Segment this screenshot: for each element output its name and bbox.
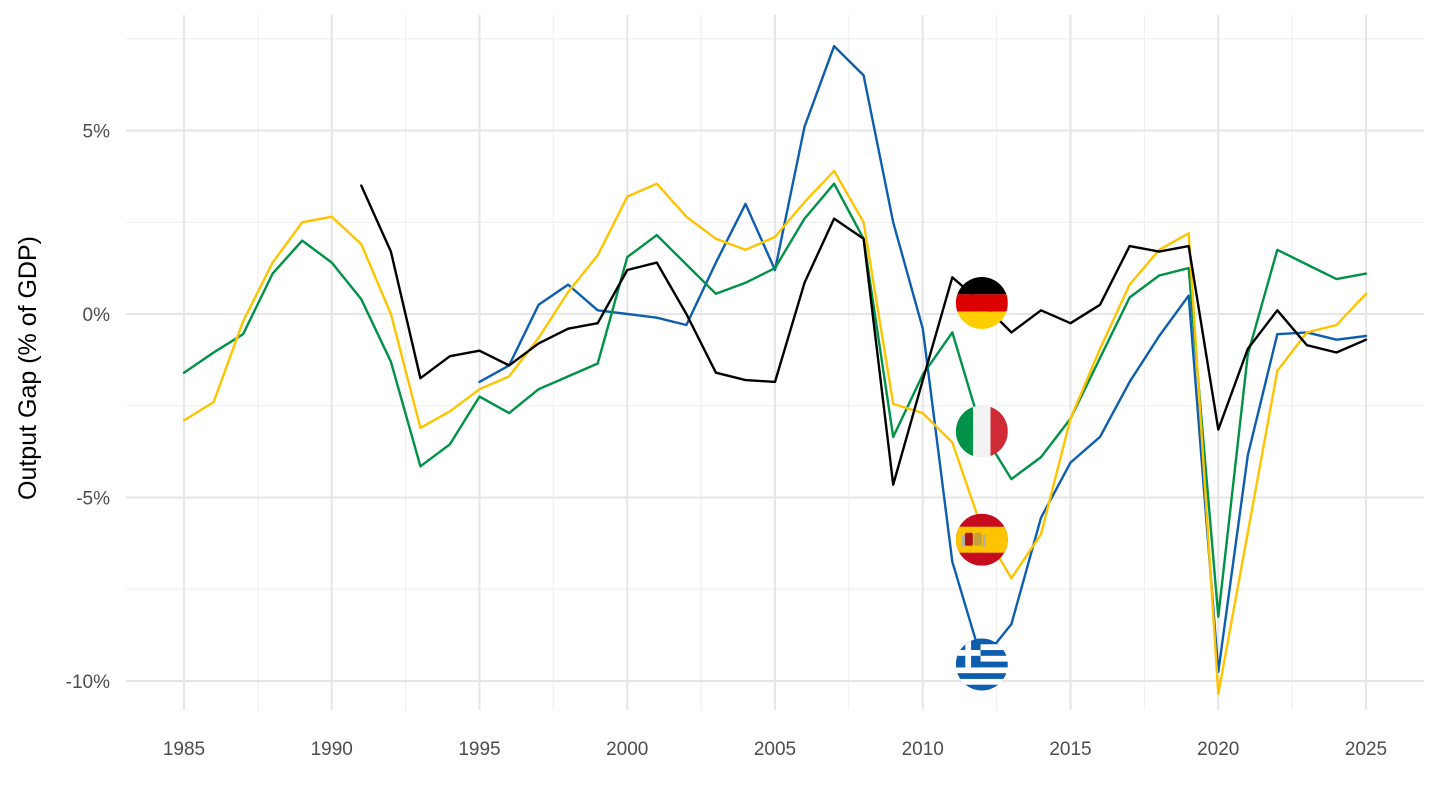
- germany-series-line: [360, 184, 1368, 486]
- italy-series-line: [182, 182, 1368, 618]
- germany-flag: [955, 276, 1008, 329]
- x-tick-label: 1995: [458, 739, 500, 760]
- series-lines: [182, 44, 1368, 695]
- y-tick-label: 5%: [83, 122, 111, 143]
- x-tick-label: 2010: [902, 739, 944, 760]
- x-tick-label: 1985: [163, 739, 205, 760]
- y-tick-label: -5%: [76, 489, 110, 510]
- y-tick-label: 0%: [83, 305, 111, 326]
- flag-markers: [955, 276, 1008, 691]
- x-tick-label: 2020: [1197, 739, 1239, 760]
- x-tick-label: 2000: [606, 739, 648, 760]
- x-axis-tick-labels: 1985 1990 1995 2000 2005 2010 2015 2020 2025: [163, 739, 1387, 760]
- x-tick-label: 2005: [754, 739, 796, 760]
- x-tick-label: 2015: [1049, 739, 1091, 760]
- major-gridlines: [126, 15, 1424, 710]
- spain-series-line: [182, 169, 1368, 695]
- spain-flag: [955, 513, 1008, 566]
- y-tick-label: -10%: [66, 672, 110, 693]
- y-axis-tick-labels: 5% 0% -5% -10%: [66, 122, 110, 694]
- x-tick-label: 2025: [1345, 739, 1387, 760]
- x-tick-label: 1990: [311, 739, 353, 760]
- y-axis-title: Output Gap (% of GDP): [14, 236, 42, 500]
- greece-flag: [955, 638, 1008, 691]
- italy-flag: [955, 405, 1008, 458]
- greece-series-line: [478, 44, 1368, 673]
